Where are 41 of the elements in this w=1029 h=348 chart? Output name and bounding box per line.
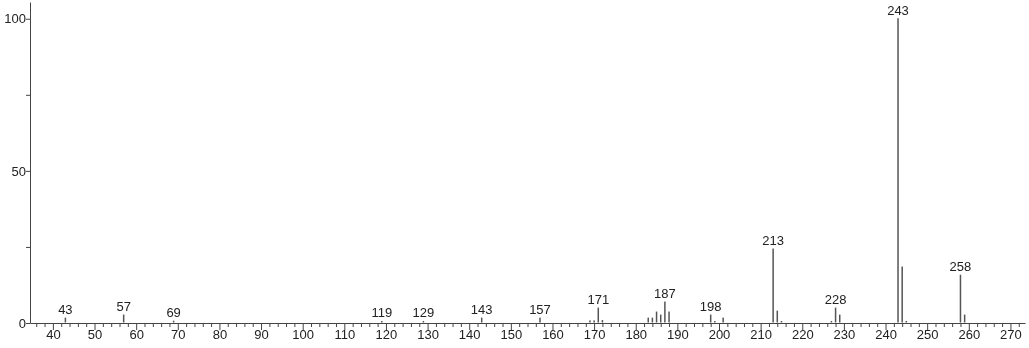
annotation: 243 — [887, 2, 909, 18]
x-tick-label: 170 — [583, 327, 606, 343]
x-tick-label: 90 — [254, 327, 269, 343]
x-tick-label: 160 — [542, 327, 564, 343]
x-tick-label: 130 — [417, 327, 439, 343]
x-tick-label: 250 — [916, 327, 939, 343]
x-tick-label: 270 — [1000, 327, 1022, 343]
annotation: 228 — [824, 292, 847, 308]
annotation: 143 — [470, 302, 493, 318]
x-tick-label: 240 — [875, 327, 897, 343]
x-tick-label: 50 — [87, 327, 103, 343]
x-tick-label: 220 — [791, 327, 814, 343]
x-tick-label: 260 — [958, 327, 981, 343]
x-tick-label: 110 — [334, 327, 356, 343]
annotation: 157 — [529, 302, 551, 318]
x-tick-label: 60 — [129, 327, 144, 343]
y-tick-label: 50 — [11, 163, 26, 179]
annotation: 171 — [587, 292, 610, 308]
annotation: 69 — [166, 305, 181, 321]
x-tick-label: 230 — [833, 327, 856, 343]
x-tick-label: 190 — [667, 327, 689, 343]
annotation: 258 — [949, 259, 972, 275]
x-tick-label: 100 — [292, 327, 315, 343]
x-tick-label: 80 — [212, 327, 228, 343]
x-tick-label: 40 — [46, 327, 61, 343]
x-tick-label: 180 — [625, 327, 648, 343]
annotation: 119 — [371, 305, 393, 321]
y-tick-label: 100 — [4, 11, 26, 27]
x-tick-label: 210 — [750, 327, 772, 343]
y-tick-label: 0 — [18, 315, 26, 331]
annotation: 43 — [58, 302, 73, 318]
annotation: 129 — [412, 305, 435, 321]
annotation: 187 — [654, 286, 676, 302]
annotation: 198 — [699, 299, 722, 315]
x-tick-label: 150 — [500, 327, 523, 343]
x-tick-label: 120 — [375, 327, 398, 343]
x-tick-label: 70 — [171, 327, 186, 343]
annotation: 213 — [762, 233, 784, 249]
x-tick-label: 200 — [708, 327, 731, 343]
x-tick-label: 140 — [458, 327, 481, 343]
annotation: 57 — [116, 299, 131, 315]
